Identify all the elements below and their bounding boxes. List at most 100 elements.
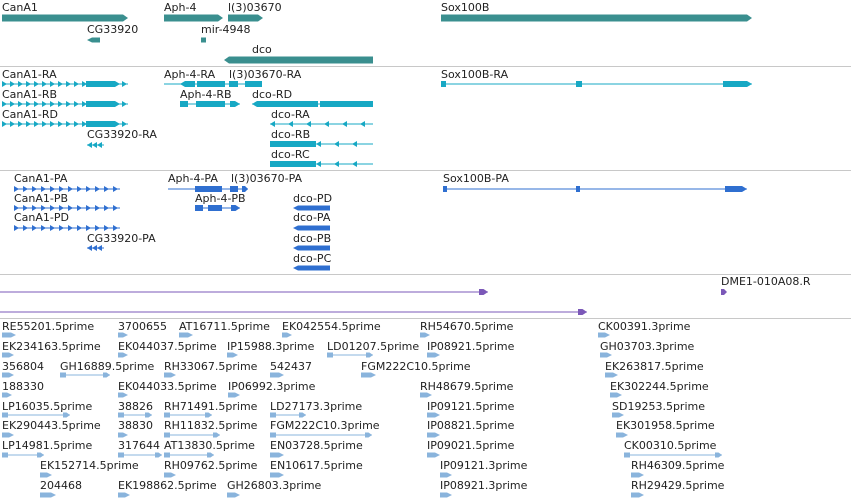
est-label[interactable]: EK263817.5prime bbox=[605, 360, 704, 373]
transcript-glyph-dco-ra-chevron[interactable] bbox=[360, 121, 365, 127]
est-glyph[interactable] bbox=[270, 452, 284, 458]
transcript-glyph-dco-rc-tail-chevron[interactable] bbox=[334, 161, 339, 167]
protein-label[interactable]: dco-PD bbox=[293, 192, 333, 205]
protein-glyph-cana1-pb-chevron[interactable] bbox=[68, 205, 73, 211]
protein-glyph-cg33920-pa-chevron[interactable] bbox=[92, 245, 97, 251]
est-label[interactable]: RH29429.5prime bbox=[631, 479, 725, 492]
est-label[interactable]: AT16711.5prime bbox=[179, 320, 270, 333]
transcript-glyph-cana1-rb-chevron[interactable] bbox=[50, 101, 55, 107]
est-glyph[interactable] bbox=[299, 412, 306, 418]
protein-glyph-cana1-pa-chevron[interactable] bbox=[86, 186, 91, 192]
est-glyph[interactable] bbox=[610, 392, 622, 398]
est-glyph[interactable] bbox=[40, 472, 52, 478]
est-label[interactable]: GH03703.3prime bbox=[600, 340, 695, 353]
transcript-glyph-cana1-rd-chevron[interactable] bbox=[58, 121, 63, 127]
protein-glyph-cana1-pb-chevron[interactable] bbox=[104, 205, 109, 211]
est-glyph[interactable] bbox=[205, 412, 212, 418]
transcript-glyph-dco-rb-tail-chevron[interactable] bbox=[334, 141, 339, 147]
protein-glyph-cana1-pd-chevron[interactable] bbox=[95, 225, 100, 231]
transcript-glyph-cana1-rb-chevron[interactable] bbox=[18, 101, 23, 107]
transcript-label[interactable]: Aph-4-RA bbox=[164, 68, 216, 81]
transcript-glyph-cana1-rd-chevron[interactable] bbox=[34, 121, 39, 127]
transcript-glyph-aph4-rb-exon[interactable] bbox=[196, 101, 225, 107]
protein-glyph-sox100b-pa-exon[interactable] bbox=[443, 186, 447, 192]
est-glyph[interactable] bbox=[118, 412, 124, 418]
est-label[interactable]: GH26803.3prime bbox=[227, 479, 322, 492]
transcript-glyph-dco-rd-exon[interactable] bbox=[252, 101, 318, 107]
est-label[interactable]: EK301958.5prime bbox=[616, 419, 715, 432]
protein-glyph-cana1-pd-chevron[interactable] bbox=[32, 225, 37, 231]
transcript-glyph-dco-rc[interactable] bbox=[270, 161, 316, 167]
gene-label[interactable]: Aph-4 bbox=[164, 1, 197, 14]
protein-glyph-cana1-pb-chevron[interactable] bbox=[32, 205, 37, 211]
est-label[interactable]: 542437 bbox=[270, 360, 312, 373]
est-glyph[interactable] bbox=[155, 452, 162, 458]
protein-label[interactable]: Aph-4-PA bbox=[168, 172, 218, 185]
transcript-label[interactable]: dco-RA bbox=[271, 108, 310, 121]
est-label[interactable]: IP06992.3prime bbox=[228, 380, 316, 393]
transcript-glyph-dco-ra-chevron[interactable] bbox=[270, 121, 275, 127]
protein-glyph-cana1-pd-chevron[interactable] bbox=[77, 225, 82, 231]
protein-glyph-aph4-pa-exon[interactable] bbox=[242, 186, 248, 192]
protein-label[interactable]: dco-PB bbox=[293, 232, 332, 245]
est-label[interactable]: 204468 bbox=[40, 479, 82, 492]
est-glyph[interactable] bbox=[427, 412, 440, 418]
est-label[interactable]: 356804 bbox=[2, 360, 44, 373]
est-label[interactable]: IP08921.3prime bbox=[440, 479, 528, 492]
protein-glyph-cana1-pd-chevron[interactable] bbox=[104, 225, 109, 231]
gene-glyph-mir4948[interactable] bbox=[201, 37, 206, 43]
transcript-glyph-cana1-rb-chevron[interactable] bbox=[58, 101, 63, 107]
est-glyph[interactable] bbox=[715, 452, 722, 458]
protein-label[interactable]: dco-PA bbox=[293, 211, 331, 224]
est-glyph[interactable] bbox=[270, 372, 284, 378]
transcript-label[interactable]: dco-RC bbox=[271, 148, 310, 161]
est-glyph[interactable] bbox=[2, 452, 8, 458]
gene-glyph-cg33920[interactable] bbox=[87, 37, 100, 43]
est-glyph[interactable] bbox=[118, 332, 128, 338]
est-label[interactable]: EK152714.5prime bbox=[40, 459, 139, 472]
transcript-glyph-dco-rb-tail-chevron[interactable] bbox=[352, 141, 357, 147]
est-label[interactable]: 317644 bbox=[118, 439, 160, 452]
gene-label[interactable]: mir-4948 bbox=[201, 23, 251, 36]
est-glyph[interactable] bbox=[118, 492, 130, 498]
est-glyph[interactable] bbox=[207, 452, 214, 458]
gene-label[interactable]: CanA1 bbox=[2, 1, 38, 14]
est-glyph[interactable] bbox=[2, 352, 14, 358]
transcript-label[interactable]: Aph-4-RB bbox=[180, 88, 232, 101]
transcript-label[interactable]: CG33920-RA bbox=[87, 128, 157, 141]
protein-glyph-cana1-pa-chevron[interactable] bbox=[68, 186, 73, 192]
est-glyph[interactable] bbox=[327, 352, 333, 358]
est-label[interactable]: RH71491.5prime bbox=[164, 400, 258, 413]
est-label[interactable]: GH16889.5prime bbox=[60, 360, 155, 373]
est-label[interactable]: EK234163.5prime bbox=[2, 340, 101, 353]
est-glyph[interactable] bbox=[164, 472, 176, 478]
est-glyph[interactable] bbox=[366, 352, 373, 358]
est-glyph[interactable] bbox=[228, 392, 240, 398]
transcript-glyph-cana1-rd-chevron[interactable] bbox=[2, 121, 7, 127]
est-label[interactable]: 38830 bbox=[118, 419, 153, 432]
est-label[interactable]: RH48679.5prime bbox=[420, 380, 514, 393]
est-glyph[interactable] bbox=[40, 492, 56, 498]
est-label[interactable]: RH46309.5prime bbox=[631, 459, 725, 472]
est-label[interactable]: 38826 bbox=[118, 400, 153, 413]
est-glyph[interactable] bbox=[37, 452, 44, 458]
clone-glyph-end-1[interactable] bbox=[479, 289, 488, 295]
protein-glyph-dco-pa[interactable] bbox=[293, 225, 330, 231]
gene-glyph-l303670[interactable] bbox=[228, 14, 263, 22]
protein-glyph-cana1-pa-chevron[interactable] bbox=[14, 186, 19, 192]
protein-glyph-cana1-pa-chevron[interactable] bbox=[104, 186, 109, 192]
est-label[interactable]: LP16035.5prime bbox=[2, 400, 93, 413]
transcript-glyph-cana1-rb-chevron[interactable] bbox=[66, 101, 71, 107]
transcript-glyph-aph4-rb-exon[interactable] bbox=[230, 101, 240, 107]
transcript-glyph-dco-rb[interactable] bbox=[270, 141, 316, 147]
protein-glyph-cana1-pd-chevron[interactable] bbox=[50, 225, 55, 231]
protein-label[interactable]: CanA1-PA bbox=[14, 172, 68, 185]
est-glyph[interactable] bbox=[624, 452, 630, 458]
est-label[interactable]: RE55201.5prime bbox=[2, 320, 95, 333]
transcript-glyph-cana1-rb-chevron[interactable] bbox=[42, 101, 47, 107]
est-label[interactable]: EK302244.5prime bbox=[610, 380, 709, 393]
transcript-glyph-aph4-ra-exon[interactable] bbox=[197, 81, 225, 87]
transcript-glyph-sox100b-ra-exon[interactable] bbox=[441, 81, 446, 87]
transcript-glyph-cana1-rb-end[interactable] bbox=[86, 101, 120, 107]
protein-glyph-cana1-pa-chevron[interactable] bbox=[59, 186, 64, 192]
